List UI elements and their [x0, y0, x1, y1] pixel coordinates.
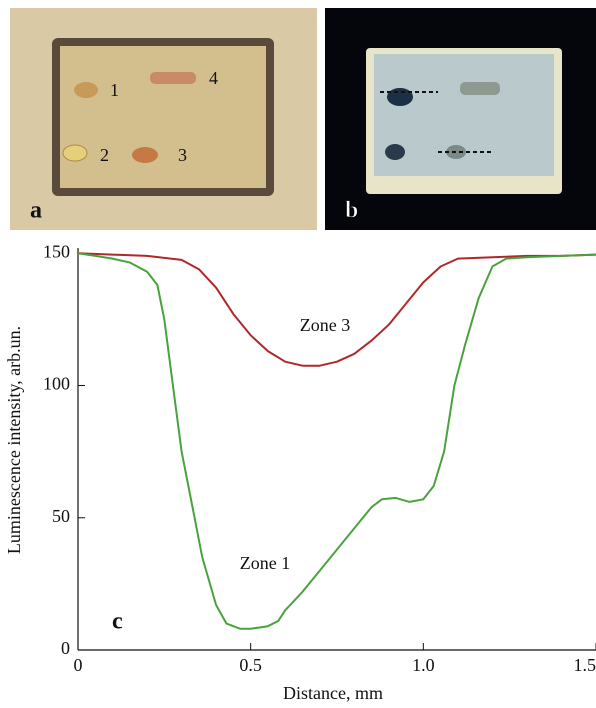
plate-a [60, 46, 266, 188]
spot-label: 4 [209, 68, 218, 88]
spot-label: 2 [100, 145, 109, 165]
y-tick-label: 50 [52, 506, 70, 526]
x-tick-label: 1.0 [412, 655, 435, 675]
spot [63, 145, 87, 161]
spot [132, 147, 158, 163]
line-series [78, 253, 596, 365]
annotation: Zone 3 [300, 315, 350, 335]
spot-label: 1 [110, 80, 119, 100]
panel-label: a [30, 198, 42, 224]
y-axis-label: Luminescence intensity, arb.un. [4, 326, 24, 554]
spot [460, 82, 500, 95]
spot-label: 3 [178, 145, 187, 165]
spot [150, 72, 196, 84]
y-tick-label: 100 [43, 374, 70, 394]
line-series [78, 253, 596, 629]
panel-label: c [112, 609, 123, 635]
panel-label: b [345, 198, 358, 224]
x-tick-label: 0 [74, 655, 83, 675]
page: 1 2 3 4 a b Distance, mm Luminescence in… [0, 0, 596, 708]
x-tick-label: 1.5 [574, 655, 596, 675]
figure: 1 2 3 4 a b Distance, mm Luminescence in… [0, 0, 596, 708]
annotation: Zone 1 [240, 553, 290, 573]
x-axis-label: Distance, mm [283, 683, 383, 703]
spot [385, 144, 405, 160]
spot [387, 88, 413, 106]
y-tick-label: 150 [43, 241, 70, 261]
spot [74, 82, 98, 98]
x-tick-label: 0.5 [239, 655, 262, 675]
y-tick-label: 0 [61, 638, 70, 658]
